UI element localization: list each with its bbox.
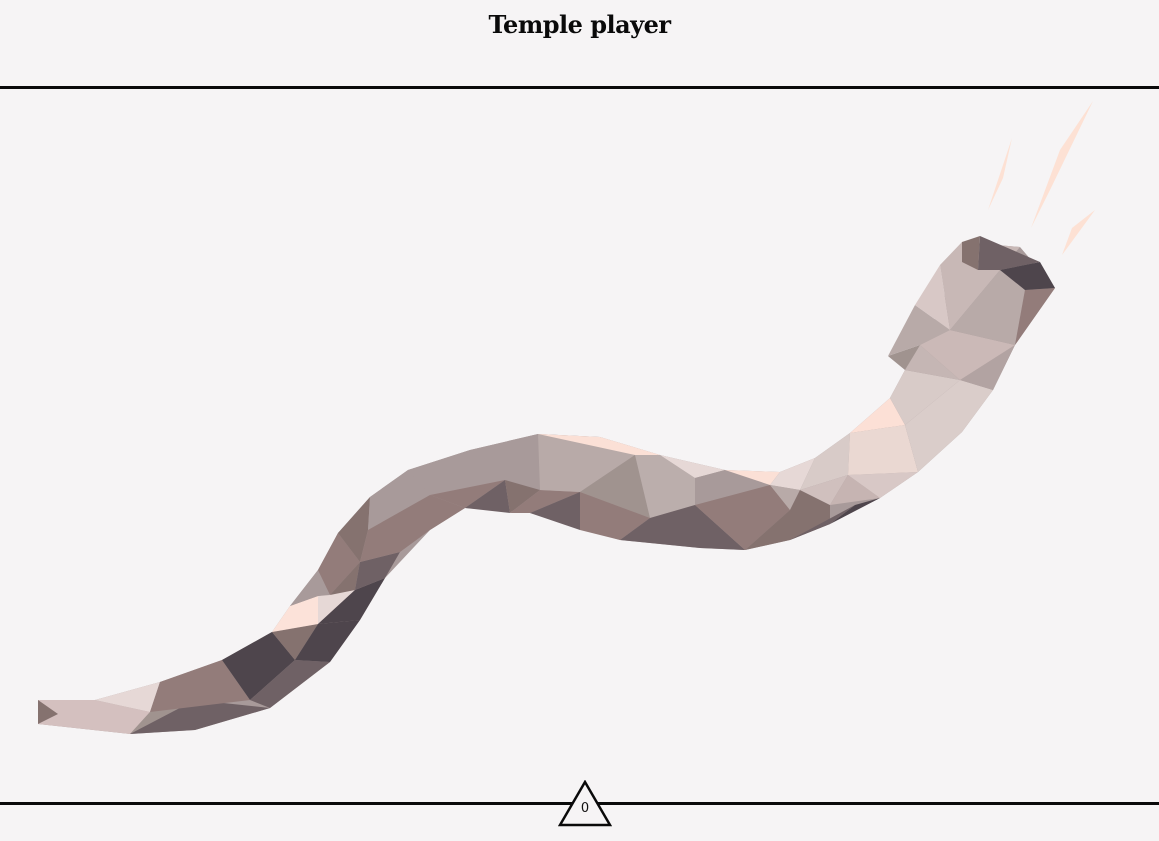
top-divider	[0, 86, 1159, 89]
triangle-icon	[558, 780, 612, 827]
header: Temple player	[0, 0, 1159, 86]
sound-wave-icon	[988, 101, 1095, 255]
play-stage[interactable]	[0, 89, 1159, 802]
shofar-body	[38, 236, 1055, 734]
shofar-horn-icon[interactable]	[0, 89, 1159, 802]
counter-value: 0	[580, 801, 590, 816]
page-title: Temple player	[488, 10, 671, 39]
counter-badge[interactable]: 0	[558, 780, 612, 828]
